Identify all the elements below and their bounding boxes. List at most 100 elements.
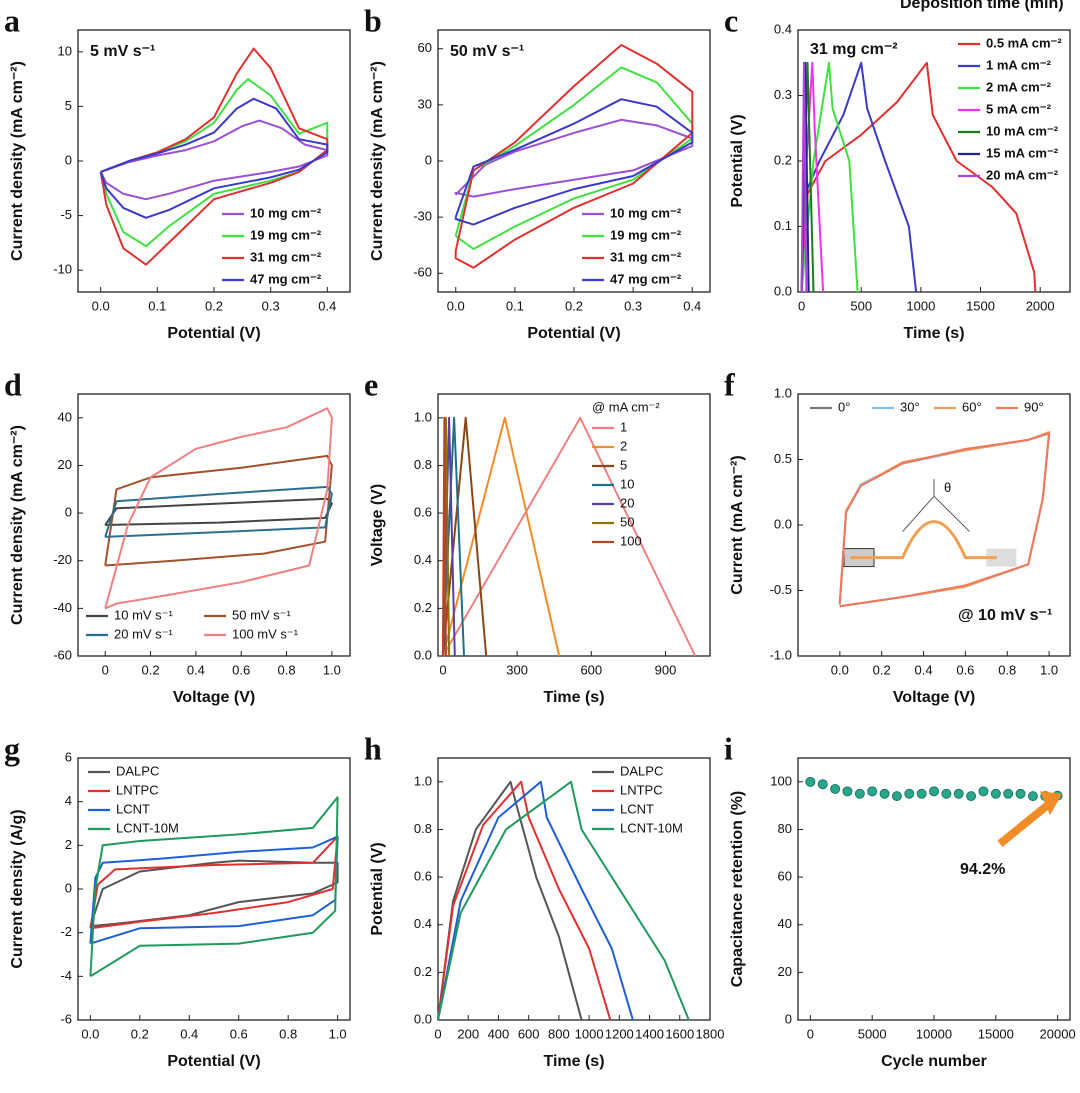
x-tick-label: 0.2 xyxy=(873,662,891,677)
x-tick-label: 0.8 xyxy=(277,662,295,677)
legend-label: DALPC xyxy=(620,763,663,778)
y-tick-label: 0.6 xyxy=(414,505,432,520)
point xyxy=(966,791,977,802)
y-tick-label: 6 xyxy=(65,749,72,764)
series-line xyxy=(89,835,339,930)
x-tick-label: 400 xyxy=(488,1026,510,1041)
point xyxy=(990,788,1001,799)
y-tick-label: 0.0 xyxy=(414,1011,432,1026)
panel: a 0.0 0.1 0.2 0.3 0.4 -10 -5 0 5 10 Potential (V) Cu… xyxy=(4,2,351,342)
legend-label: 19 mg cm⁻² xyxy=(250,227,322,242)
x-tick-label: 0.6 xyxy=(230,1026,248,1041)
panel-label: e xyxy=(364,366,378,402)
y-tick-label: 20 xyxy=(778,964,792,979)
y-tick-label: 0.2 xyxy=(414,964,432,979)
point xyxy=(929,786,939,797)
y-axis-label: Current density (mA cm⁻²) xyxy=(9,61,26,261)
y-tick-label: -40 xyxy=(53,600,72,615)
x-tick-label: 1500 xyxy=(966,298,995,313)
y-tick-label: 4 xyxy=(65,793,72,808)
x-tick-label: 1600 xyxy=(665,1026,694,1041)
series-line xyxy=(800,61,1037,293)
legend-label: DALPC xyxy=(116,763,159,778)
point xyxy=(879,788,890,799)
x-tick-label: 0.2 xyxy=(565,298,583,313)
x-tick-label: 0.8 xyxy=(279,1026,297,1041)
legend-label: LNTPC xyxy=(116,782,159,797)
legend-label: LCNT xyxy=(116,801,150,816)
legend-label: 31 mg cm⁻² xyxy=(250,249,322,264)
point xyxy=(1015,788,1026,799)
plot-frame xyxy=(437,393,711,657)
panel-label: d xyxy=(4,366,22,402)
y-tick-label: 1.0 xyxy=(774,385,792,400)
point xyxy=(830,783,841,794)
y-tick-label: 0.0 xyxy=(774,516,792,531)
x-tick-label: 0.4 xyxy=(683,298,701,313)
inset-label: θ xyxy=(944,480,951,495)
x-tick-label: 20000 xyxy=(1040,1026,1076,1041)
y-tick-label: 60 xyxy=(418,40,432,55)
legend-label: 30° xyxy=(900,399,920,414)
x-tick-label: 0.1 xyxy=(506,298,524,313)
series-line xyxy=(800,61,918,293)
x-tick-label: 0.4 xyxy=(914,662,932,677)
plot-frame xyxy=(437,757,711,1021)
panel-label: h xyxy=(364,730,382,766)
series-line xyxy=(99,47,329,266)
x-axis-label: Time (s) xyxy=(903,325,964,342)
y-axis-label: Current density (mA cm⁻²) xyxy=(9,425,26,625)
x-tick-label: 0.0 xyxy=(92,298,110,313)
series-line xyxy=(89,796,339,978)
x-tick-label: 0.0 xyxy=(81,1026,99,1041)
panel: c 0 500 1000 1500 2000 0.0 0.1 0.2 0.3 0.4 Time (s)… xyxy=(724,0,1071,342)
series-line xyxy=(838,431,1051,608)
y-tick-label: -6 xyxy=(60,1011,72,1026)
legend-label: 20 mA cm⁻² xyxy=(986,167,1059,182)
legend-label: 0° xyxy=(838,399,850,414)
x-tick-label: 0.6 xyxy=(232,662,250,677)
legend-label: 0.5 mA cm⁻² xyxy=(986,35,1062,50)
x-tick-label: 0 xyxy=(102,662,109,677)
point xyxy=(1003,788,1014,799)
x-tick-label: 0 xyxy=(807,1026,814,1041)
y-tick-label: -60 xyxy=(53,647,72,662)
series-line xyxy=(437,780,583,1021)
point xyxy=(842,786,853,797)
legend-label: 2 xyxy=(620,438,627,453)
annotation: 50 mV s⁻¹ xyxy=(450,43,524,60)
legend-label: 90° xyxy=(1024,399,1044,414)
y-tick-label: 0.8 xyxy=(414,457,432,472)
series-line xyxy=(104,485,333,538)
x-axis-label: Voltage (V) xyxy=(893,689,975,706)
x-axis-label: Potential (V) xyxy=(167,325,260,342)
point xyxy=(941,788,952,799)
legend-label: 31 mg cm⁻² xyxy=(610,249,682,264)
annotation: 31 mg cm⁻² xyxy=(810,41,898,58)
panel-label: c xyxy=(724,2,738,38)
x-tick-label: 1000 xyxy=(906,298,935,313)
x-tick-label: 2000 xyxy=(1026,298,1055,313)
y-tick-label: -2 xyxy=(60,924,72,939)
y-tick-label: 0.8 xyxy=(414,821,432,836)
plot-frame xyxy=(77,393,351,657)
legend-label: 10 xyxy=(620,476,634,491)
annotation: @ 10 mV s⁻¹ xyxy=(958,607,1052,624)
x-tick-label: 0.0 xyxy=(831,662,849,677)
series-line xyxy=(441,416,488,657)
y-axis-label: Potential (V) xyxy=(369,842,386,935)
x-tick-label: 0.8 xyxy=(998,662,1016,677)
x-tick-label: 200 xyxy=(457,1026,479,1041)
point xyxy=(805,776,816,787)
panel: e 0 300 600 900 0.0 0.2 0.4 0.6 0.8 1.0 Time (s) Vol… xyxy=(364,366,711,706)
panel: i 0 5000 10000 15000 20000 0 20 40 60 80 100 Cycle n… xyxy=(724,730,1076,1070)
y-tick-label: 5 xyxy=(65,98,72,113)
legend-label: 100 mV s⁻¹ xyxy=(232,626,299,641)
y-tick-label: 0 xyxy=(425,152,432,167)
series-line xyxy=(441,416,447,657)
legend-label: 60° xyxy=(962,399,982,414)
legend-title: @ mA cm⁻² xyxy=(592,399,660,414)
y-tick-label: -5 xyxy=(60,207,72,222)
point xyxy=(1027,791,1038,802)
